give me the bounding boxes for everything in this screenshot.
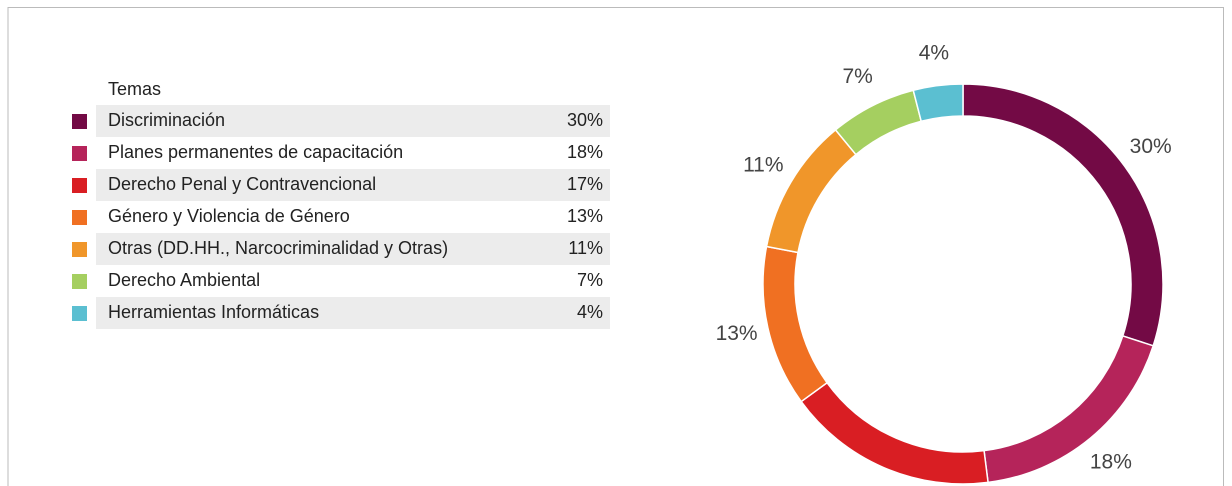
legend-value: 11% bbox=[568, 238, 603, 258]
data-label: 7% bbox=[842, 65, 872, 88]
legend-value: 18% bbox=[567, 142, 603, 162]
data-label: 18% bbox=[1090, 450, 1132, 473]
legend-swatch bbox=[72, 178, 87, 193]
donut-segment bbox=[912, 83, 964, 123]
legend-label: Género y Violencia de Género bbox=[108, 206, 350, 226]
legend-value: 30% bbox=[567, 110, 603, 130]
data-label: 17% bbox=[850, 484, 892, 486]
legend-value: 4% bbox=[577, 302, 603, 322]
legend-swatch bbox=[72, 146, 87, 161]
donut-segment bbox=[762, 245, 829, 403]
legend-label: Derecho Penal y Contravencional bbox=[108, 174, 376, 194]
legend-row bbox=[96, 169, 610, 201]
data-label: 4% bbox=[919, 41, 949, 64]
legend-label: Otras (DD.HH., Narcocriminalidad y Otras… bbox=[108, 238, 448, 258]
legend-label: Herramientas Informáticas bbox=[108, 302, 319, 322]
donut-segment bbox=[962, 83, 1164, 347]
legend-label: Derecho Ambiental bbox=[108, 270, 260, 290]
legend-title: Temas bbox=[108, 79, 161, 99]
legend-row bbox=[96, 297, 610, 329]
data-label: 11% bbox=[743, 153, 783, 176]
legend-swatch bbox=[72, 274, 87, 289]
donut-segment bbox=[800, 381, 989, 485]
data-label: 13% bbox=[716, 322, 758, 345]
legend-value: 17% bbox=[567, 174, 603, 194]
donut-segment bbox=[765, 128, 857, 254]
legend-swatch bbox=[72, 242, 87, 257]
legend-label: Discriminación bbox=[108, 110, 225, 130]
legend-swatch bbox=[72, 210, 87, 225]
donut-segment bbox=[834, 89, 923, 156]
legend-row bbox=[96, 233, 610, 265]
legend-swatch bbox=[72, 114, 87, 129]
legend-swatch bbox=[72, 306, 87, 321]
legend-row bbox=[96, 105, 610, 137]
frame bbox=[7, 7, 1224, 486]
legend-value: 7% bbox=[577, 270, 603, 290]
data-label: 30% bbox=[1130, 135, 1172, 158]
legend-label: Planes permanentes de capacitación bbox=[108, 142, 403, 162]
legend-value: 13% bbox=[567, 206, 603, 226]
